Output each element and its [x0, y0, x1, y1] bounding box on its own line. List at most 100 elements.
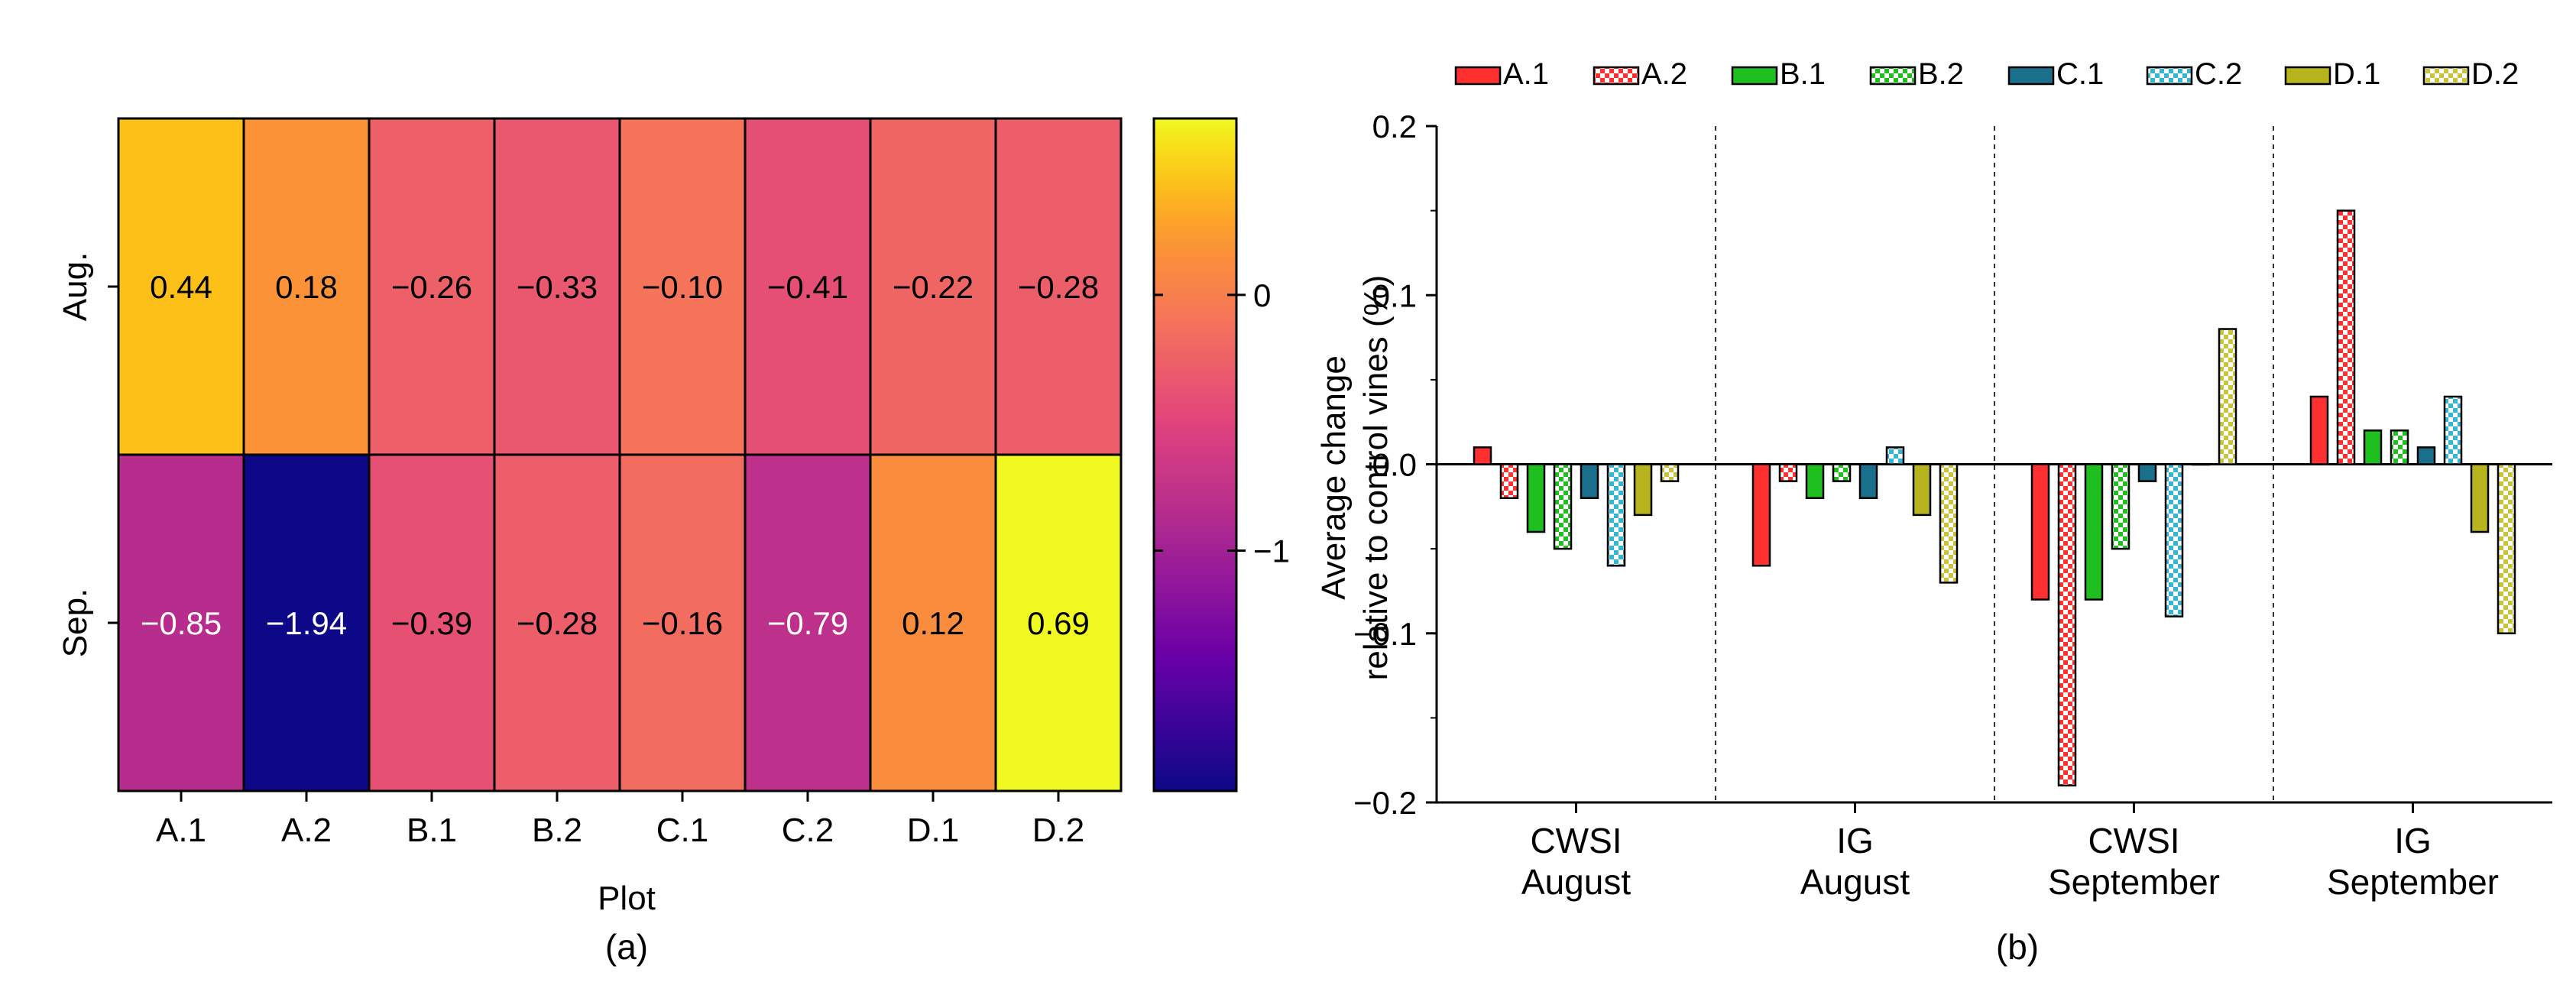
heatmap-x-tick-label: D.2 [1032, 812, 1084, 849]
legend-label: C.2 [2195, 57, 2242, 91]
bar-group-label: CWSI [1530, 821, 1622, 861]
heatmap-cell [994, 117, 1123, 456]
bar-C-1 [2137, 463, 2157, 482]
heatmap-value-label: −0.85 [141, 605, 222, 641]
bar-A-2 [1778, 463, 1798, 482]
bar-group-label: August [1521, 862, 1631, 902]
legend-label: A.2 [1641, 57, 1687, 91]
legend-label: D.2 [2471, 57, 2519, 91]
heatmap-cell [242, 453, 371, 792]
heatmap-value-label: −0.16 [642, 605, 723, 641]
legend: A.1 A.2 B.1 B.2 C.1 C.2 D.1 D.2 [1454, 57, 2519, 91]
bar-D-1 [1633, 463, 1653, 517]
legend-label: B.1 [1780, 57, 1826, 91]
bar-C-1 [2416, 446, 2436, 465]
heatmap-value-label: −0.10 [642, 269, 723, 305]
bar-chart-caption: (b) [1996, 927, 2039, 967]
bar-C-2 [1885, 446, 1905, 465]
bar-y-tick-label: 0.2 [1372, 109, 1417, 144]
legend-swatch-D-2 [2422, 66, 2470, 86]
bar-group-label: IG [2394, 821, 2432, 861]
bar-y-tick-label: −0.1 [1353, 616, 1417, 652]
bar-A-2 [2336, 209, 2356, 465]
bar-A-2 [2057, 463, 2077, 787]
heatmap-value-label: −0.41 [767, 269, 848, 305]
bar-D-1 [2470, 463, 2490, 533]
bar-y-tick-label: −0.2 [1353, 785, 1417, 821]
bar-C-2 [2164, 463, 2184, 617]
heatmap-y-tick-label: Sep. [57, 588, 94, 658]
heatmap-x-tick-label: B.2 [532, 812, 582, 849]
bar-y-tick-label: 0.0 [1372, 447, 1417, 483]
legend-label: A.1 [1503, 57, 1549, 91]
bar-B-2 [1553, 463, 1573, 550]
bar-B-1 [1526, 463, 1546, 533]
legend-swatch-A-1 [1454, 66, 1502, 86]
legend-swatch-C-2 [2146, 66, 2193, 86]
heatmap-cell [368, 117, 496, 456]
bar-B-1 [1805, 463, 1825, 499]
heatmap-x-tick-label: C.1 [656, 812, 708, 849]
heatmap-cell [618, 453, 747, 792]
heatmap-x-tick-label: B.1 [407, 812, 457, 849]
bar-group-label: August [1800, 862, 1910, 902]
legend-swatch-A-2 [1593, 66, 1640, 86]
heatmap-value-label: 0.12 [902, 605, 964, 641]
legend-label: B.2 [1918, 57, 1964, 91]
bar-D-2 [1939, 463, 1959, 584]
legend-swatch-C-1 [2007, 66, 2055, 86]
heatmap-cell [744, 117, 872, 456]
heatmap-cell [493, 453, 621, 792]
heatmap-cell [117, 117, 245, 456]
heatmap-value-label: 0.44 [150, 269, 212, 305]
bar-chart-panel: A.1 A.2 B.1 B.2 C.1 C.2 D.1 D.2 0.2 0.1 0.0 −0.1 −0… [1315, 57, 2552, 967]
bar-B-2 [2111, 463, 2130, 550]
bar-y-axis-label-line-1: Average change [1315, 355, 1353, 600]
heatmap-value-label: 0.18 [275, 269, 338, 305]
bar-C-1 [1858, 463, 1878, 499]
bar-D-2 [2218, 328, 2237, 465]
heatmap-y-tick-label: Aug. [57, 252, 94, 322]
colorbar-gradient [1152, 117, 1238, 792]
colorbar: 0 −1 [1152, 117, 1290, 792]
bar-B-2 [1832, 463, 1852, 482]
bar-D-1 [1912, 463, 1932, 517]
bar-group-label: CWSI [2088, 821, 2179, 861]
heatmap-cell [242, 117, 371, 456]
bar-D-2 [2497, 463, 2516, 634]
bar-group-label: IG [1836, 821, 1874, 861]
bar-y-tick-label: 0.1 [1372, 277, 1417, 313]
heatmap-panel: 0.44 0.18 −0.26 −0.33 −0.10 −0.41 −0.22 −0.28 −0… [57, 117, 1290, 967]
heatmap-value-label: −0.28 [517, 605, 598, 641]
bar-B-1 [2084, 463, 2104, 601]
heatmap-x-tick-label: A.2 [281, 812, 332, 849]
legend-label: D.1 [2333, 57, 2380, 91]
legend-swatch-B-2 [1869, 66, 1917, 86]
heatmap-x-tick-label: A.1 [156, 812, 206, 849]
heatmap-cell [618, 117, 747, 456]
heatmap-value-label: 0.69 [1027, 605, 1090, 641]
heatmap-value-label: −0.26 [391, 269, 472, 305]
heatmap-cell [744, 453, 872, 792]
heatmap-value-label: −0.33 [517, 269, 598, 305]
bar-group-label: September [2327, 862, 2499, 902]
bar-group-label: September [2048, 862, 2220, 902]
bar-D-2 [1660, 463, 1680, 482]
heatmap-value-label: −0.39 [391, 605, 472, 641]
heatmap-value-label: −0.79 [767, 605, 848, 641]
heatmap-value-label: −1.94 [266, 605, 347, 641]
bar-C-2 [2443, 395, 2463, 465]
bar-C-1 [1580, 463, 1599, 499]
heatmap-x-tick-label: D.1 [907, 812, 959, 849]
bar-A-1 [1751, 463, 1771, 567]
heatmap-x-tick-label: C.2 [782, 812, 834, 849]
colorbar-tick-label: 0 [1253, 277, 1271, 313]
bar-A-1 [2309, 395, 2329, 465]
bar-B-2 [2390, 429, 2409, 465]
bar-A-1 [2030, 463, 2050, 601]
bar-C-2 [1606, 463, 1626, 567]
heatmap-x-axis-label: Plot [598, 880, 656, 917]
heatmap-cell [994, 453, 1123, 792]
bar-y-axis-label-line-2: relative to control vines (%) [1357, 275, 1395, 681]
